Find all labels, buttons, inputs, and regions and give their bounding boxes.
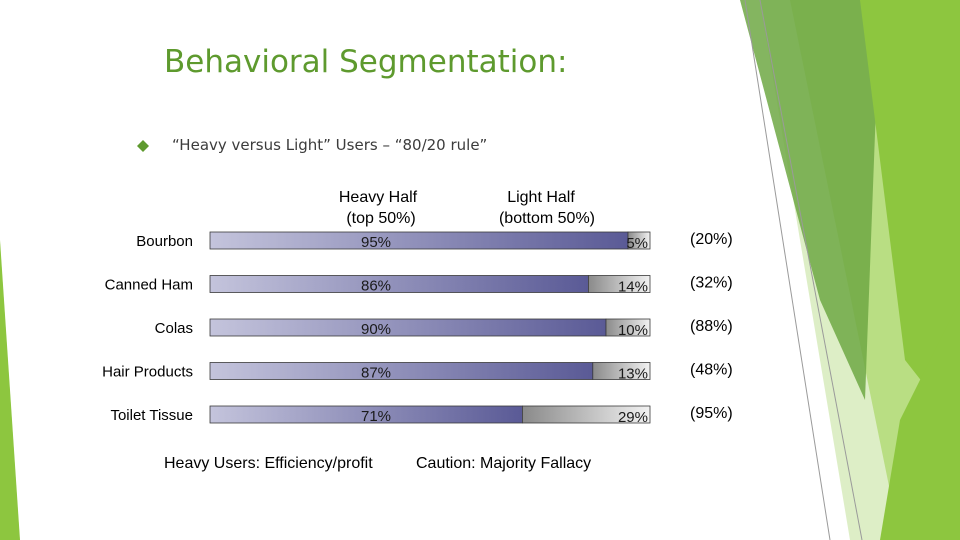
header-light-line2: (bottom 50%): [499, 210, 595, 227]
data-label-heavy: 95%: [361, 234, 391, 251]
data-label-light: 5%: [626, 235, 648, 252]
right-label: (32%): [690, 275, 733, 292]
category-label: Hair Products: [102, 364, 193, 381]
footer-caution-note: Caution: Majority Fallacy: [416, 455, 592, 472]
deco-left-shape: [0, 240, 20, 540]
deco-dark-band: [740, 0, 880, 400]
header-heavy-line2: (top 50%): [346, 210, 415, 227]
data-label-heavy: 90%: [361, 321, 391, 338]
bar-light-half: [627, 231, 651, 250]
right-label: (95%): [690, 405, 733, 422]
category-label: Bourbon: [136, 233, 193, 250]
deco-bright-band: [880, 300, 960, 540]
data-label-light: 13%: [618, 366, 648, 383]
bar-heavy-half: [209, 231, 629, 250]
category-label: Canned Ham: [105, 277, 193, 294]
data-label-heavy: 86%: [361, 278, 391, 295]
deco-green-band: [860, 0, 960, 430]
footer-heavy-users-note: Heavy Users: Efficiency/profit: [164, 455, 373, 472]
deco-line-1: [744, 0, 831, 540]
data-label-heavy: 87%: [361, 365, 391, 382]
right-label: (88%): [690, 318, 733, 335]
slide-title: Behavioral Segmentation:: [164, 44, 568, 80]
bar-light-half: [522, 405, 651, 424]
bar-light-half: [592, 362, 651, 380]
bar-light-half: [605, 318, 651, 337]
bullet-text: “Heavy versus Light” Users – “80/20 rule…: [172, 136, 488, 154]
category-label: Toilet Tissue: [110, 407, 193, 424]
right-label: (48%): [690, 362, 733, 379]
category-label: Colas: [155, 320, 193, 337]
diamond-bullet-icon: [137, 140, 149, 152]
deco-line-2: [759, 0, 863, 540]
bar-heavy-half: [209, 275, 589, 293]
bar-light-half: [588, 275, 651, 293]
header-light-line1: Light Half: [507, 189, 575, 206]
bar-heavy-half: [209, 362, 594, 380]
data-label-light: 29%: [618, 409, 648, 426]
right-label: (20%): [690, 231, 733, 248]
header-heavy-line1: Heavy Half: [339, 189, 418, 206]
bar-heavy-half: [209, 318, 607, 337]
data-label-light: 10%: [618, 322, 648, 339]
data-label-heavy: 71%: [361, 408, 391, 425]
data-label-light: 14%: [618, 279, 648, 296]
